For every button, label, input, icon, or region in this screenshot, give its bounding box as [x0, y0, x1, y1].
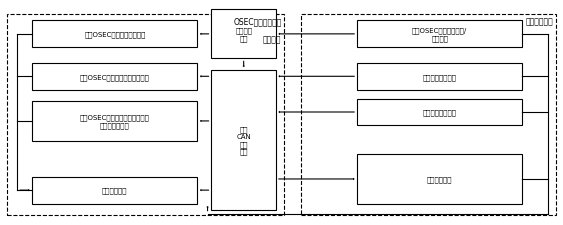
Text: 人机交互界面: 人机交互界面: [525, 17, 553, 26]
Text: 监测OSEC网络管理报文组环信息: 监测OSEC网络管理报文组环信息: [80, 74, 150, 80]
Polygon shape: [32, 177, 198, 204]
Text: 生成测试报告: 生成测试报告: [102, 187, 128, 194]
Polygon shape: [32, 101, 198, 141]
Polygon shape: [357, 99, 522, 126]
Text: 休眠指令产生模块: 休眠指令产生模块: [423, 109, 457, 116]
Text: OSEC网络管理机制: OSEC网络管理机制: [233, 17, 282, 26]
Text: 模拟OSEC网络节点介入/
退出模块: 模拟OSEC网络节点介入/ 退出模块: [412, 28, 467, 42]
Text: 判断OSEC网络管理报文的时间参
数是否符合标准: 判断OSEC网络管理报文的时间参 数是否符合标准: [80, 114, 150, 128]
Text: 整车
CAN
总线
系统: 整车 CAN 总线 系统: [236, 126, 251, 155]
Polygon shape: [357, 21, 522, 48]
Polygon shape: [32, 64, 198, 90]
Polygon shape: [212, 10, 276, 59]
Text: 整车唤醒
条件: 整车唤醒 条件: [235, 28, 252, 42]
Text: 唤醒指令产生模块: 唤醒指令产生模块: [423, 74, 457, 80]
Text: 信息显示模块: 信息显示模块: [427, 176, 453, 182]
Polygon shape: [212, 70, 276, 210]
Polygon shape: [357, 64, 522, 90]
Text: 处理模块: 处理模块: [263, 35, 282, 44]
Polygon shape: [32, 21, 198, 48]
Text: 监测OSEC网络管理报文信息: 监测OSEC网络管理报文信息: [84, 32, 145, 38]
Polygon shape: [357, 155, 522, 204]
